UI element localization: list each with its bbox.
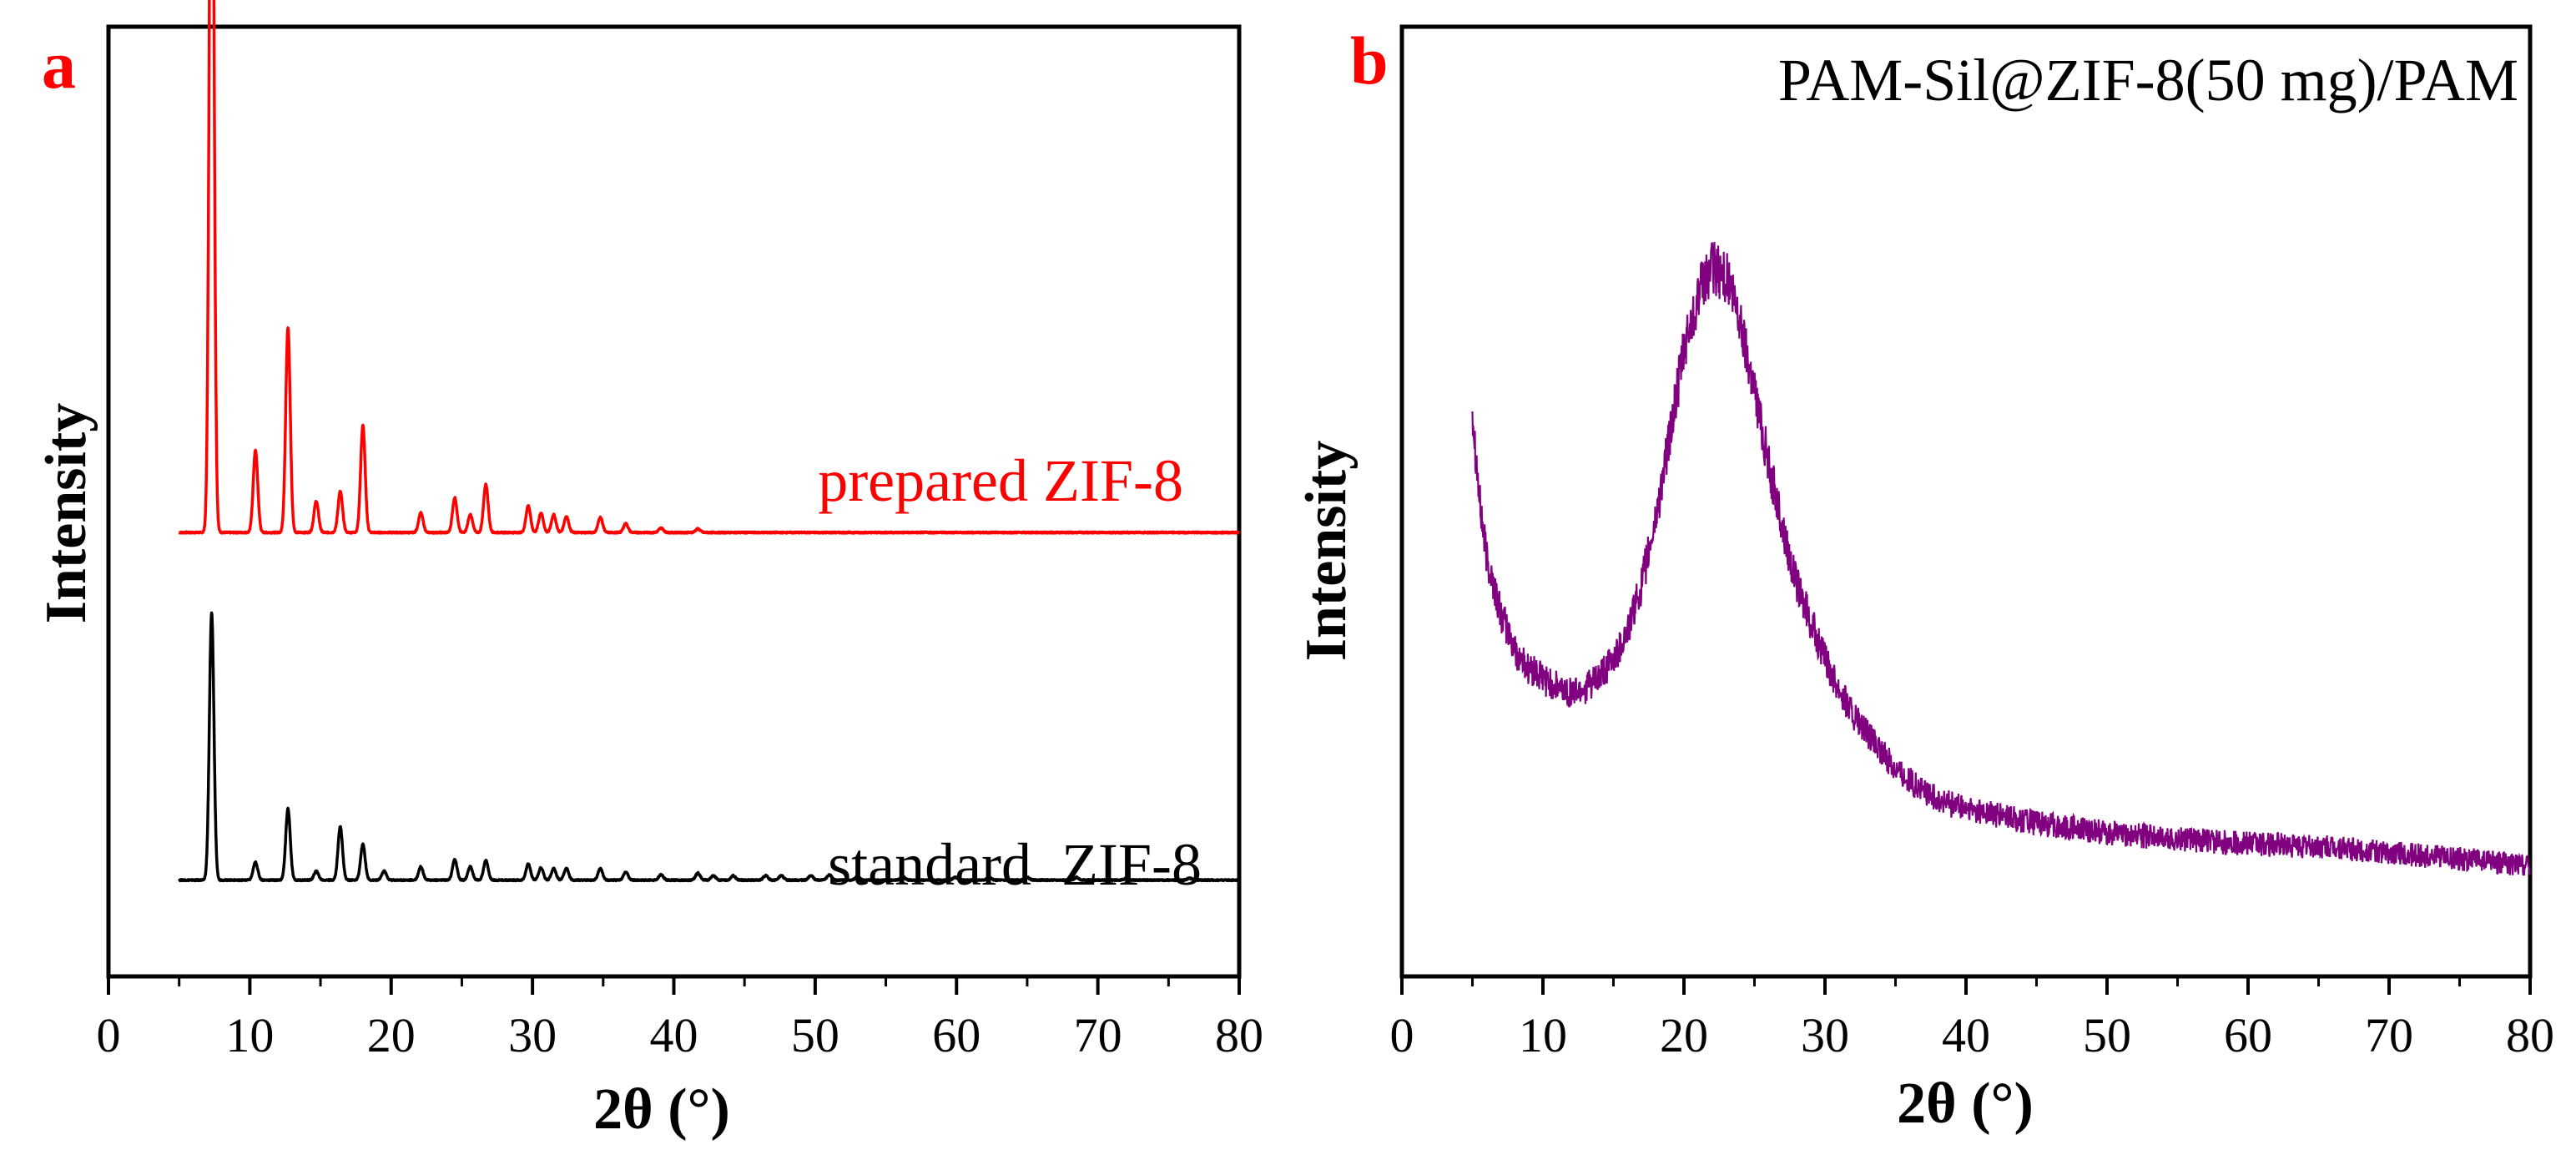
panel-a: a 0 10 20 30 40 50 60 70 80 prepared ZIF-8 stand…: [34, 0, 1263, 1142]
panel-a-x-axis-label: 2θ (°): [593, 1077, 730, 1142]
panel-b-x-tick-label-80: 80: [2506, 1008, 2554, 1062]
panel-b-x-tick-label-10: 10: [1519, 1008, 1567, 1062]
panel-b-curves: [1471, 241, 2531, 876]
panel-b: b 0 10 20 30 40 50 60 70 80 PAM-Sil@ZIF-8(50 mg)…: [1294, 23, 2554, 1136]
panel-a-x-axis: 0 10 20 30 40 50 60 70 80: [97, 976, 1263, 1062]
panel-b-x-tick-label-50: 50: [2083, 1008, 2131, 1062]
panel-a-series-line-standard: [178, 611, 1241, 883]
panel-a-x-tick-label-70: 70: [1074, 1008, 1122, 1062]
panel-a-x-tick-label-80: 80: [1215, 1008, 1263, 1062]
panel-b-plot-frame: [1399, 24, 2533, 979]
panel-b-x-tick-label-0: 0: [1390, 1008, 1414, 1062]
panel-a-x-tick-label-0: 0: [97, 1008, 121, 1062]
panel-a-x-tick-label-60: 60: [932, 1008, 980, 1062]
panel-b-x-tick-label-20: 20: [1660, 1008, 1708, 1062]
panel-a-x-tick-label-30: 30: [508, 1008, 557, 1062]
panel-b-label: b: [1350, 23, 1389, 98]
panel-a-label: a: [42, 27, 76, 103]
panel-a-x-tick-label-10: 10: [225, 1008, 274, 1062]
panel-b-series-line: [1471, 241, 2531, 876]
panel-a-x-tick-label-40: 40: [650, 1008, 698, 1062]
panel-b-x-axis-label: 2θ (°): [1897, 1072, 2034, 1136]
panel-b-series-label: PAM-Sil@ZIF-8(50 mg)/PAM: [1778, 47, 2518, 113]
panel-a-x-tick-label-50: 50: [791, 1008, 839, 1062]
panel-b-y-axis-label: Intensity: [1294, 441, 1359, 661]
panel-a-series-line-prepared: [178, 0, 1241, 535]
panel-b-x-tick-label-40: 40: [1942, 1008, 1990, 1062]
panel-b-x-tick-label-30: 30: [1801, 1008, 1849, 1062]
panel-b-x-tick-label-70: 70: [2365, 1008, 2413, 1062]
panel-a-y-axis-label: Intensity: [34, 403, 98, 623]
panel-a-curves: [178, 0, 1241, 883]
panel-a-x-tick-label-20: 20: [367, 1008, 416, 1062]
panel-a-series-label-prepared: prepared ZIF-8: [818, 447, 1183, 514]
panel-b-x-axis: 0 10 20 30 40 50 60 70 80: [1390, 976, 2554, 1062]
panel-b-x-tick-label-60: 60: [2224, 1008, 2272, 1062]
panel-a-series-label-standard: standard ZIF-8: [828, 831, 1202, 898]
